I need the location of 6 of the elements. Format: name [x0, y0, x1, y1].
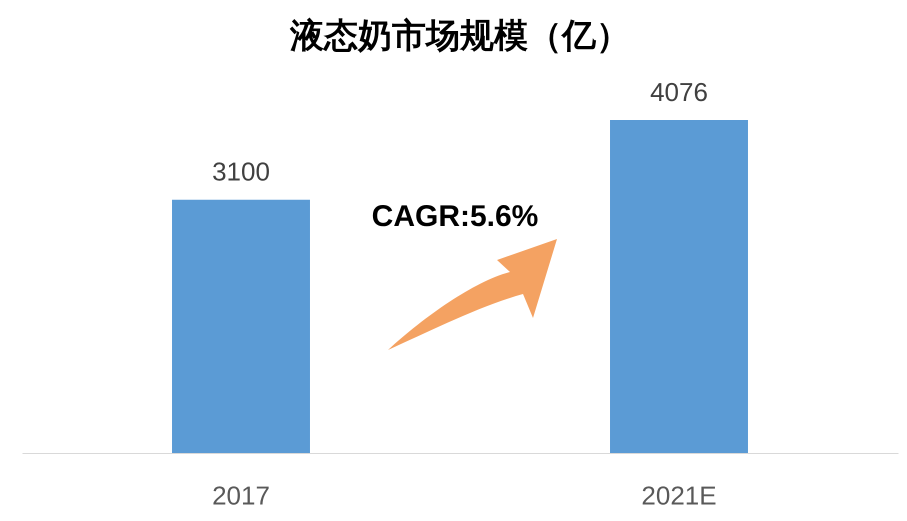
- data-label: 4076: [650, 77, 708, 107]
- x-tick-label: 2021E: [641, 480, 717, 510]
- x-tick-label: 2017: [212, 480, 270, 510]
- data-label: 3100: [212, 156, 270, 187]
- annotation: CAGR:5.6%: [372, 200, 538, 233]
- chart-title: 液态奶市场规模（亿）: [289, 16, 630, 56]
